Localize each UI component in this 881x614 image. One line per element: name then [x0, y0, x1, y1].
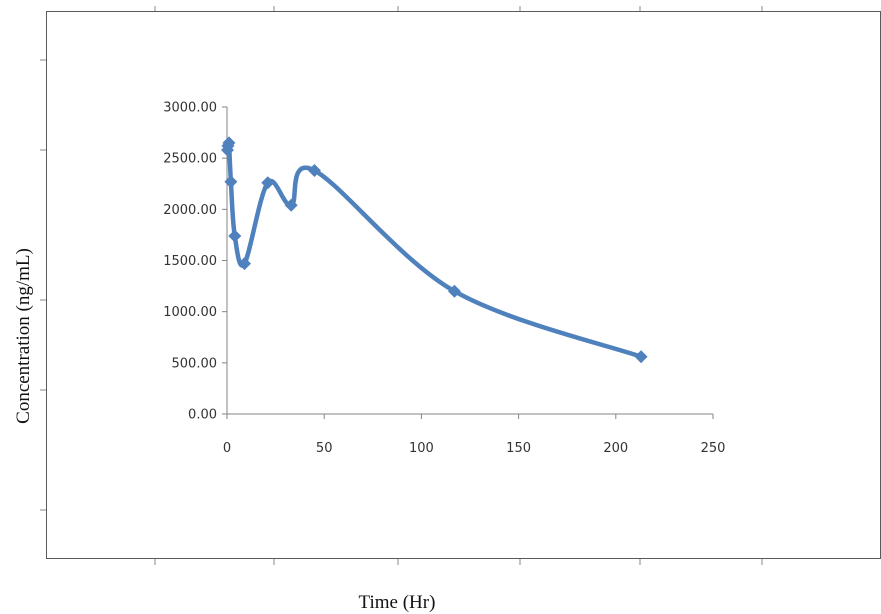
- data-point-marker: [634, 350, 648, 364]
- data-point-marker: [224, 175, 238, 189]
- data-point-marker: [237, 257, 251, 271]
- x-tick-label: 150: [506, 441, 531, 456]
- data-point-marker: [284, 198, 298, 212]
- y-tick-label: 3000.00: [163, 101, 217, 116]
- y-tick-label: 0.00: [188, 408, 217, 423]
- y-tick-label: 500.00: [172, 356, 218, 371]
- x-tick-label: 0: [223, 441, 231, 456]
- y-ticks: 0.00 500.00 1000.00 1500.00 2000.00 2500.00 30…: [163, 101, 227, 423]
- y-axis-title: Concentration (ng/mL): [13, 248, 34, 424]
- y-tick-label: 2000.00: [163, 203, 217, 218]
- data-point-marker: [228, 229, 242, 243]
- frame-marks: [40, 6, 763, 565]
- x-tick-label: 250: [701, 441, 726, 456]
- x-tick-label: 100: [409, 441, 434, 456]
- data-point-marker: [307, 163, 321, 177]
- data-point-marker: [447, 284, 461, 298]
- x-tick-label: 50: [316, 441, 333, 456]
- x-tick-label: 200: [603, 441, 628, 456]
- y-tick-label: 2500.00: [163, 152, 217, 167]
- chart-frame: [46, 11, 881, 559]
- y-tick-label: 1500.00: [163, 254, 217, 269]
- x-axis-title: Time (Hr): [359, 592, 436, 613]
- series: [220, 136, 648, 364]
- y-tick-label: 1000.00: [163, 305, 217, 320]
- x-ticks: 0 50 100 150 200 250: [223, 414, 726, 456]
- data-point-marker: [222, 136, 236, 150]
- data-point-marker: [261, 176, 275, 190]
